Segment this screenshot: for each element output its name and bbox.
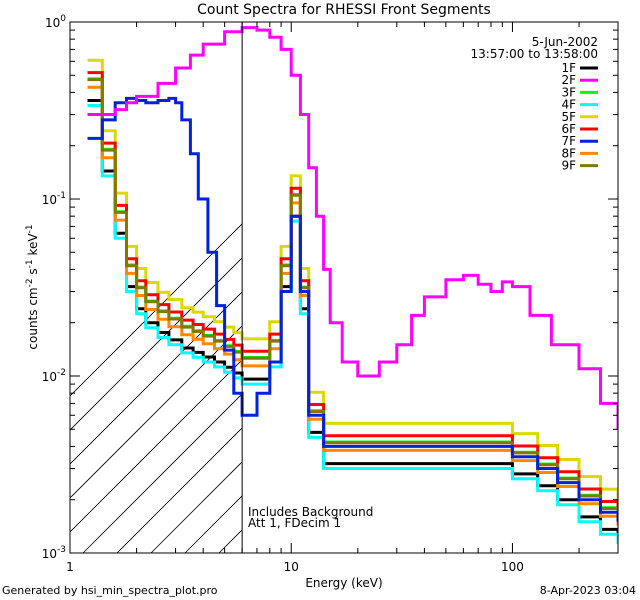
legend-label-2F: 2F xyxy=(561,73,576,87)
series-2F xyxy=(87,26,618,430)
hatched-region xyxy=(70,223,243,553)
axis-ticks: 1 10 100 100 10-1 10-2 10-3 xyxy=(42,14,619,574)
generated-by: Generated by hsi_min_spectra_plot.pro xyxy=(2,584,218,597)
y-tick-label: 10-3 xyxy=(42,545,66,561)
annotation-background: Includes Background xyxy=(248,505,373,519)
hatch-line xyxy=(70,257,243,431)
x-axis-label: Energy (keV) xyxy=(305,576,382,590)
legend-label-8F: 8F xyxy=(561,146,576,160)
x-tick-label: 100 xyxy=(501,560,524,574)
series-5F xyxy=(87,58,618,499)
y-tick-label: 100 xyxy=(45,14,66,30)
hatch-line xyxy=(150,461,243,553)
x-tick-label: 1 xyxy=(66,560,74,574)
hatch-line xyxy=(70,359,243,533)
hatch-line xyxy=(70,325,243,499)
legend-label-6F: 6F xyxy=(561,122,576,136)
hatch-line xyxy=(70,223,243,397)
legend-label-1F: 1F xyxy=(561,61,576,75)
chart-title: Count Spectra for RHESSI Front Segments xyxy=(197,2,491,18)
y-axis-label: counts cm-2 s-1 keV-1 xyxy=(25,224,40,349)
y-tick-label: 10-1 xyxy=(42,191,66,207)
series-layer xyxy=(87,26,618,544)
timestamp: 8-Apr-2023 03:04 xyxy=(540,584,636,597)
hatch-line xyxy=(116,427,243,553)
hatch-line xyxy=(82,393,243,553)
x-tick-label: 10 xyxy=(284,560,299,574)
y-tick-label: 10-2 xyxy=(42,368,66,384)
legend-label-7F: 7F xyxy=(561,134,576,148)
legend-label-5F: 5F xyxy=(561,110,576,124)
legend-label-4F: 4F xyxy=(561,98,576,112)
series-7F xyxy=(87,96,618,522)
legend-label-3F: 3F xyxy=(561,85,576,99)
event-date: 5-Jun-2002 xyxy=(532,35,598,49)
legend-label-9F: 9F xyxy=(561,159,576,173)
plot-frame xyxy=(69,21,619,554)
annotation-attenuator: Att 1, FDecim 1 xyxy=(248,516,341,530)
time-range: 13:57:00 to 13:58:00 xyxy=(471,47,598,61)
